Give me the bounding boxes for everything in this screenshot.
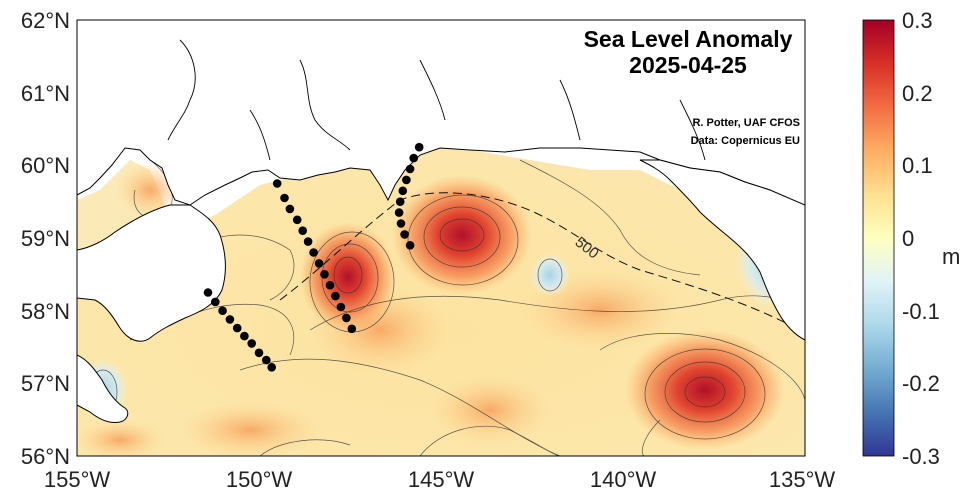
colorbar-tick-label: 0.2	[902, 81, 933, 106]
station-dot	[342, 313, 351, 323]
land	[77, 20, 805, 423]
lat-tick-label: 60°N	[21, 153, 70, 178]
station-dot	[331, 291, 340, 301]
station-dot	[347, 324, 357, 334]
colorbar-gradient	[862, 19, 895, 457]
station-dot	[414, 142, 424, 152]
kodiak-island	[77, 354, 129, 423]
map-panel	[76, 19, 806, 457]
station-dot	[394, 208, 404, 217]
lat-tick-label: 57°N	[21, 371, 70, 396]
station-dot	[272, 179, 282, 188]
station-dot	[247, 339, 256, 348]
anomaly-high-central	[392, 175, 532, 295]
warm-patch	[77, 420, 165, 456]
isobath-500m	[279, 192, 791, 326]
lon-tick-label: 155°W	[44, 467, 111, 492]
station-dot	[314, 259, 324, 268]
lon-tick-label: 150°W	[226, 467, 293, 492]
station-dot	[285, 204, 295, 214]
lon-tick-label: 140°W	[590, 467, 657, 492]
contour-lines	[88, 159, 805, 456]
station-dot	[400, 230, 409, 239]
station-dot	[254, 348, 264, 358]
station-dot	[409, 153, 419, 163]
station-dot	[211, 297, 220, 307]
station-dot	[336, 302, 346, 312]
lon-axis: 155°W 150°W 145°W 140°W 135°W	[44, 467, 836, 492]
lat-tick-label: 61°N	[21, 81, 70, 106]
station-dot	[325, 280, 335, 290]
station-dot	[405, 164, 415, 174]
lon-tick-label: 145°W	[408, 467, 475, 492]
coast-southeast	[639, 159, 805, 341]
anomaly-high-southeast	[625, 330, 785, 450]
station-dot	[405, 241, 415, 250]
station-dot	[402, 175, 411, 185]
colorbar-tick-label: -0.2	[902, 371, 940, 396]
ocean-field	[77, 145, 805, 456]
warm-patch	[180, 402, 320, 456]
middleton-line	[394, 142, 424, 250]
warm-patch	[430, 375, 550, 445]
station-dot	[320, 270, 329, 279]
lat-tick-label: 59°N	[21, 226, 70, 251]
station-dot	[262, 355, 271, 365]
credit-data: Data: Copernicus EU	[691, 135, 800, 147]
station-dot	[303, 237, 313, 246]
station-lines	[203, 142, 424, 372]
station-dot	[280, 193, 289, 203]
seward-line	[272, 179, 357, 334]
station-dot	[240, 331, 249, 341]
coastline-detail	[167, 39, 706, 161]
station-dot	[232, 323, 242, 333]
map-title: Sea Level Anomaly	[584, 26, 793, 52]
anomaly-field	[77, 20, 805, 456]
kodiak-line	[203, 288, 277, 372]
colorbar: 0.3 0.2 0.1 0 -0.1 -0.2 -0.3 m	[862, 8, 960, 469]
station-dot	[218, 306, 227, 316]
station-dot	[203, 288, 213, 297]
colorbar-tick-label: 0	[902, 226, 914, 251]
credit-author: R. Potter, UAF CFOS	[692, 117, 800, 129]
lat-axis: 62°N 61°N 60°N 59°N 58°N 57°N 56°N	[21, 8, 70, 469]
station-dot	[298, 226, 308, 235]
map-date: 2025-04-25	[629, 52, 747, 78]
station-dot	[396, 219, 406, 228]
map-frame	[76, 19, 806, 457]
station-dot	[292, 215, 302, 225]
station-dot	[267, 363, 277, 372]
lat-tick-label: 62°N	[21, 8, 70, 33]
kenai-peninsula	[77, 204, 226, 342]
lat-tick-label: 58°N	[21, 299, 70, 324]
colorbar-tick-label: 0.3	[902, 8, 933, 33]
cool-patch	[530, 253, 570, 297]
lat-tick-label: 56°N	[21, 444, 70, 469]
colorbar-tick-label: 0.1	[902, 153, 933, 178]
colorbar-tick-label: -0.1	[902, 299, 940, 324]
station-dot	[225, 315, 235, 324]
station-dot	[395, 197, 405, 206]
colorbar-tick-label: -0.3	[902, 444, 940, 469]
station-dot	[309, 248, 318, 257]
station-dot	[398, 186, 408, 196]
lon-tick-label: 135°W	[769, 467, 836, 492]
colorbar-unit: m	[942, 244, 960, 269]
